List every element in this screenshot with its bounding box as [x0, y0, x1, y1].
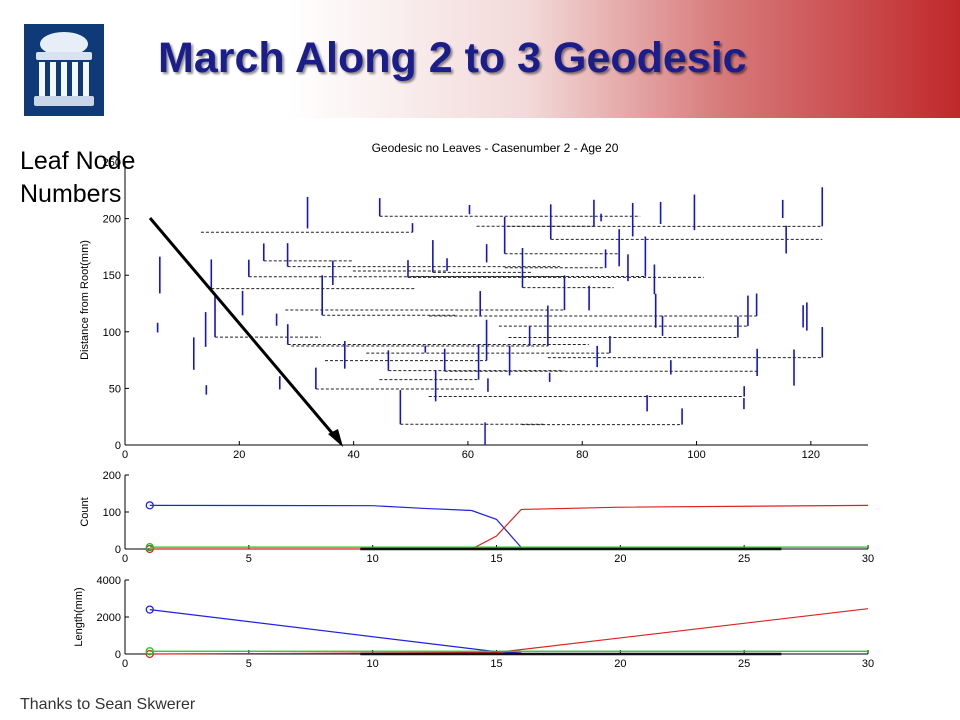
- count-chart: Count 0 5 10 15 20 25 30 0 100 200: [79, 470, 874, 565]
- length-x-tick-label: 20: [614, 658, 626, 670]
- length-series-1-marker: [145, 649, 154, 659]
- length-y-tick-label: 0: [115, 649, 121, 661]
- length-y-tick-label: 2000: [97, 612, 121, 624]
- dendrogram-title: Geodesic no Leaves - Casenumber 2 - Age …: [372, 141, 619, 155]
- title-banner: [0, 0, 960, 118]
- count-x-tick-label: 10: [367, 553, 379, 565]
- count-x-tick-label: 15: [490, 553, 502, 565]
- count-y-tick-label: 100: [103, 507, 121, 519]
- length-y-tick-label: 4000: [97, 575, 121, 587]
- slide-title: March Along 2 to 3 Geodesic: [158, 34, 747, 82]
- length-x-tick-label: 25: [738, 658, 750, 670]
- dendrogram-x-tick-label: 100: [687, 449, 705, 461]
- count-x-tick-label: 20: [614, 553, 626, 565]
- length-series-0-marker: [145, 605, 154, 614]
- dendrogram-y-tick-label: 50: [109, 383, 121, 395]
- length-x-tick-label: 10: [367, 658, 379, 670]
- count-x-tick-label: 25: [738, 553, 750, 565]
- length-series-0: [149, 609, 522, 654]
- count-x-tick-label: 30: [862, 553, 874, 565]
- dendrogram-x-tick-label: 60: [462, 449, 474, 461]
- leaf-node-annotation: Leaf Node Numbers: [20, 145, 135, 211]
- length-series-1: [149, 608, 869, 655]
- length-x-tick-label: 0: [122, 658, 128, 670]
- count-series-2-marker: [145, 543, 154, 552]
- dendrogram-y-tick-label: 250: [103, 157, 121, 169]
- dendrogram-chart: Geodesic no Leaves - Casenumber 2 - Age …: [79, 141, 868, 461]
- dendrogram-x-tick-label: 80: [576, 449, 588, 461]
- dendrogram-ylabel: Distance from Root(mm): [79, 240, 91, 360]
- dendrogram-y-tick-label: 100: [103, 327, 121, 339]
- count-series-1: [149, 504, 869, 550]
- dendrogram-x-tick-label: 120: [802, 449, 820, 461]
- dendrogram-y-tick-label: 150: [103, 270, 121, 282]
- count-x-tick-label: 5: [246, 553, 252, 565]
- dendrogram-x-tick-label: 40: [347, 449, 359, 461]
- length-x-tick-label: 30: [862, 658, 874, 670]
- dendrogram-y-tick-label: 200: [103, 214, 121, 226]
- length-chart: Length(mm) 0 5 10 15 20 25 30 0 2000 4000: [73, 575, 874, 670]
- count-ylabel: Count: [79, 497, 91, 526]
- count-y-tick-label: 0: [115, 544, 121, 556]
- count-x-tick-label: 0: [122, 553, 128, 565]
- count-series-0-marker: [145, 501, 154, 510]
- annotation-arrow: [148, 217, 343, 447]
- length-x-tick-label: 5: [246, 658, 252, 670]
- count-series-0: [149, 504, 522, 548]
- length-x-tick-label: 15: [490, 658, 502, 670]
- annotation-line-2: Numbers: [20, 180, 122, 208]
- dendrogram-x-tick-label: 0: [122, 449, 128, 461]
- annotation-line-1: Leaf Node: [20, 147, 136, 175]
- length-ylabel: Length(mm): [73, 587, 85, 646]
- dendrogram-x-tick-label: 20: [233, 449, 245, 461]
- length-series-2-marker: [145, 647, 154, 656]
- count-y-tick-label: 200: [103, 470, 121, 482]
- dendrogram-y-tick-label: 0: [115, 440, 121, 452]
- old-well-icon: [24, 24, 104, 116]
- credit-text: Thanks to Sean Skwerer: [20, 696, 196, 713]
